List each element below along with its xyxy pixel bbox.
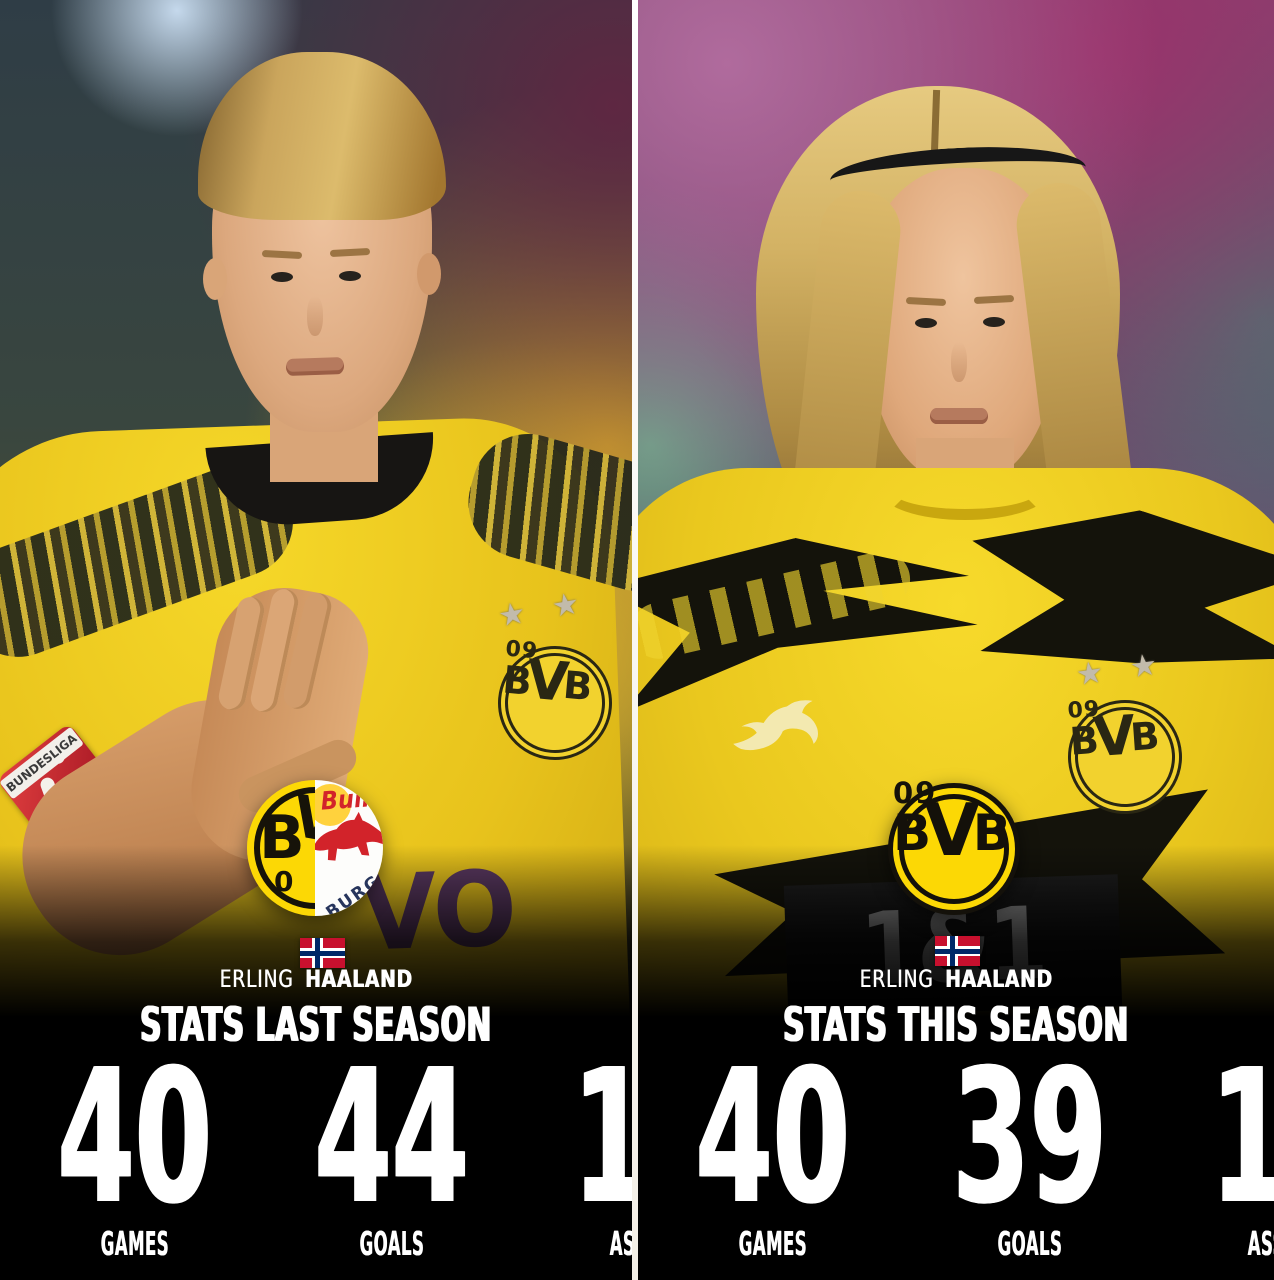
player-eye	[915, 318, 937, 328]
crest-year: 09	[504, 636, 540, 665]
player-eye	[339, 271, 361, 281]
panel-last-season: ★ ★ BVB 09 BUNDESLIGA VO	[0, 0, 632, 1280]
red-bull-salzburg-badge-half: Bull BURG	[315, 780, 383, 916]
red-bull-icon	[315, 811, 383, 861]
stats-row-this-season: 40 GAMES 39 GOALS 12 ASSISTS	[638, 1029, 1274, 1264]
stat-value: 39	[952, 1029, 1108, 1245]
stat-value: 40	[57, 1029, 212, 1245]
player-eye	[271, 272, 293, 282]
panel-this-season: ★ ★ BVB 09 1&1 BVB 09	[638, 0, 1274, 1280]
player-first-name: ERLING	[219, 965, 294, 993]
stat-assists: 10 ASSISTS	[521, 1045, 632, 1264]
photo-last-season: ★ ★ BVB 09 BUNDESLIGA VO	[0, 0, 632, 1060]
stat-value: 10	[572, 1045, 632, 1230]
player-name: ERLING HAALAND	[70, 966, 563, 992]
badge-letter: B	[259, 803, 305, 873]
stat-games: 40 GAMES	[6, 1029, 263, 1264]
flag-cross	[300, 951, 345, 956]
caption-this-season: ERLING HAALAND STATS THIS SEASON	[638, 966, 1274, 1050]
bvb-badge-half: B V 0	[247, 780, 315, 916]
stat-label: ASSISTS	[609, 1224, 632, 1263]
jersey-collar	[881, 462, 1049, 520]
player-mouth	[930, 408, 988, 424]
badge-number: 0	[274, 865, 294, 898]
player-mouth	[285, 356, 345, 377]
flag-cross	[935, 949, 980, 954]
player-eye	[983, 317, 1005, 327]
player-hair	[198, 52, 446, 220]
photo-this-season: ★ ★ BVB 09 1&1 BVB 09	[638, 0, 1274, 1060]
player-nose	[951, 342, 967, 382]
stat-label: GAMES	[100, 1224, 169, 1263]
crest-letter: B	[561, 662, 595, 710]
season-title: STATS LAST SEASON	[140, 998, 492, 1053]
stat-assists: 12 ASSISTS	[1159, 1045, 1274, 1264]
stat-label: ASSISTS	[1247, 1224, 1274, 1263]
stat-games: 40 GAMES	[644, 1029, 901, 1264]
badge-letter: V	[924, 788, 980, 872]
sun-icon	[315, 784, 351, 826]
player-ear	[203, 258, 227, 300]
stat-label: GAMES	[738, 1224, 807, 1263]
badge-arc-text: BURG	[322, 871, 383, 916]
player-name: ERLING HAALAND	[708, 966, 1204, 992]
stat-goals: 39 GOALS	[901, 1029, 1158, 1264]
crest-year: 09	[1066, 696, 1102, 724]
salzburg-bvb-split-badge: B V 0 Bull BURG	[247, 780, 383, 916]
stat-label: GOALS	[997, 1224, 1063, 1263]
puma-logo-icon	[733, 700, 819, 751]
stat-value: 40	[695, 1029, 850, 1245]
badge-ring	[899, 794, 1009, 904]
norway-flag	[935, 936, 980, 966]
badge-year: 09	[893, 776, 938, 810]
badge-letter: B	[893, 804, 932, 862]
player-first-name: ERLING	[859, 965, 934, 993]
player-ear	[417, 253, 441, 295]
badge-letter: B	[972, 804, 1011, 862]
player-last-name: HAALAND	[304, 965, 413, 993]
crest-letter: B	[1128, 713, 1161, 760]
norway-flag	[300, 938, 345, 968]
panel-divider	[632, 0, 638, 1280]
stat-value: 44	[314, 1029, 470, 1245]
player-nose	[307, 296, 323, 336]
stat-label: GOALS	[359, 1224, 425, 1263]
caption-last-season: ERLING HAALAND STATS LAST SEASON	[0, 966, 632, 1050]
season-title: STATS THIS SEASON	[783, 998, 1129, 1053]
player-last-name: HAALAND	[944, 965, 1053, 993]
stats-row-last-season: 40 GAMES 44 GOALS 10 ASSISTS	[0, 1029, 632, 1264]
stat-goals: 44 GOALS	[263, 1029, 520, 1264]
stat-value: 12	[1210, 1045, 1274, 1230]
